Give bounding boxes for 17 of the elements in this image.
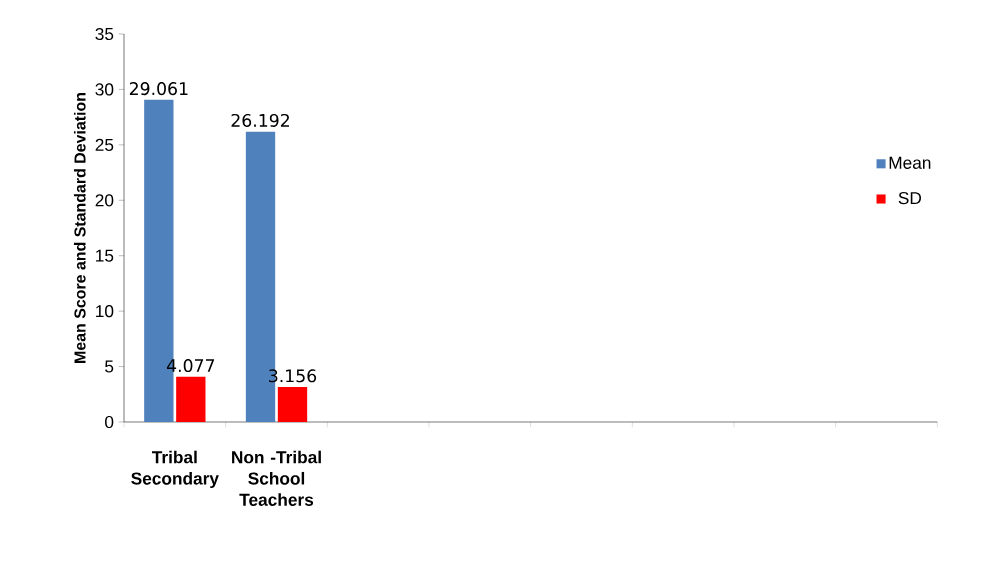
x-tick-label: Non -Tribal School Teachers — [232, 450, 321, 506]
data-label: 26.192 — [231, 113, 289, 127]
x-tick-label: Tribal Secondary — [131, 450, 219, 489]
y-tick-label: 5 — [105, 360, 114, 373]
y-tick-label: 30 — [95, 83, 114, 96]
y-tick-label: 25 — [95, 138, 114, 151]
y-axis-title: Mean Score and Standard Deviation — [73, 93, 86, 363]
y-tick-label: 35 — [95, 27, 114, 41]
bar — [176, 376, 206, 422]
data-label: 29.061 — [129, 82, 188, 96]
bar — [277, 387, 308, 422]
legend-label: Mean — [889, 156, 931, 169]
y-tick-label: 15 — [96, 249, 114, 262]
y-tick-label: 10 — [96, 305, 114, 318]
legend-label: SD — [898, 191, 922, 205]
y-tick-label: 20 — [95, 194, 114, 207]
y-tick-label: 0 — [105, 415, 114, 429]
